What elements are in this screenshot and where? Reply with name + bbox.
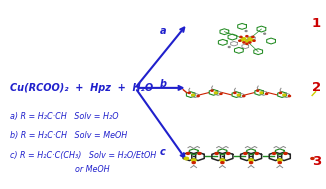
- Circle shape: [227, 153, 230, 154]
- Circle shape: [252, 36, 254, 38]
- Circle shape: [250, 39, 253, 41]
- Circle shape: [249, 159, 253, 161]
- Circle shape: [248, 38, 252, 40]
- Circle shape: [283, 94, 286, 96]
- Circle shape: [273, 153, 275, 154]
- Circle shape: [192, 162, 195, 163]
- Circle shape: [260, 92, 263, 94]
- Circle shape: [265, 93, 268, 94]
- Circle shape: [243, 42, 245, 43]
- Circle shape: [249, 42, 251, 43]
- Circle shape: [240, 36, 242, 38]
- Circle shape: [220, 159, 225, 161]
- Circle shape: [246, 36, 248, 37]
- Circle shape: [278, 162, 281, 163]
- Circle shape: [197, 95, 199, 97]
- Circle shape: [253, 40, 255, 41]
- Circle shape: [246, 43, 248, 44]
- Circle shape: [192, 94, 194, 96]
- Text: b: b: [160, 79, 167, 89]
- Text: a) R = H₂C·CH   Solv = H₂O: a) R = H₂C·CH Solv = H₂O: [10, 112, 118, 121]
- Circle shape: [191, 159, 196, 161]
- Circle shape: [188, 92, 190, 94]
- Circle shape: [245, 31, 247, 32]
- Text: c: c: [160, 147, 166, 157]
- Circle shape: [237, 94, 240, 96]
- Circle shape: [257, 90, 259, 91]
- Circle shape: [242, 38, 245, 40]
- Circle shape: [244, 153, 247, 154]
- Circle shape: [184, 157, 188, 160]
- Circle shape: [255, 153, 259, 154]
- Text: c) R = H₂C·C(CH₃)   Solv = H₂O/EtOH: c) R = H₂C·C(CH₃) Solv = H₂O/EtOH: [10, 151, 156, 160]
- Circle shape: [198, 153, 201, 154]
- Circle shape: [284, 153, 287, 154]
- Circle shape: [311, 158, 314, 159]
- Text: 2: 2: [312, 81, 321, 94]
- Circle shape: [245, 40, 249, 42]
- Circle shape: [279, 92, 282, 94]
- Circle shape: [215, 153, 218, 154]
- Circle shape: [221, 162, 224, 163]
- Circle shape: [220, 93, 222, 94]
- Circle shape: [215, 92, 217, 94]
- Circle shape: [288, 95, 290, 97]
- Circle shape: [211, 90, 213, 91]
- Text: 3: 3: [312, 155, 321, 168]
- Text: b) R = H₂C·CH   Solv = MeOH: b) R = H₂C·CH Solv = MeOH: [10, 131, 127, 140]
- Text: or MeOH: or MeOH: [10, 165, 110, 174]
- Text: Cu(RCOO)₂  +  Hpz  +  H₂O: Cu(RCOO)₂ + Hpz + H₂O: [10, 83, 153, 93]
- Circle shape: [186, 153, 189, 154]
- Circle shape: [239, 40, 241, 41]
- Text: 1: 1: [312, 17, 321, 30]
- Circle shape: [277, 159, 282, 161]
- Circle shape: [234, 92, 236, 94]
- Circle shape: [241, 39, 244, 41]
- Text: a: a: [160, 26, 166, 36]
- Circle shape: [228, 46, 230, 47]
- Circle shape: [264, 33, 265, 34]
- Circle shape: [243, 95, 245, 97]
- Circle shape: [249, 162, 253, 163]
